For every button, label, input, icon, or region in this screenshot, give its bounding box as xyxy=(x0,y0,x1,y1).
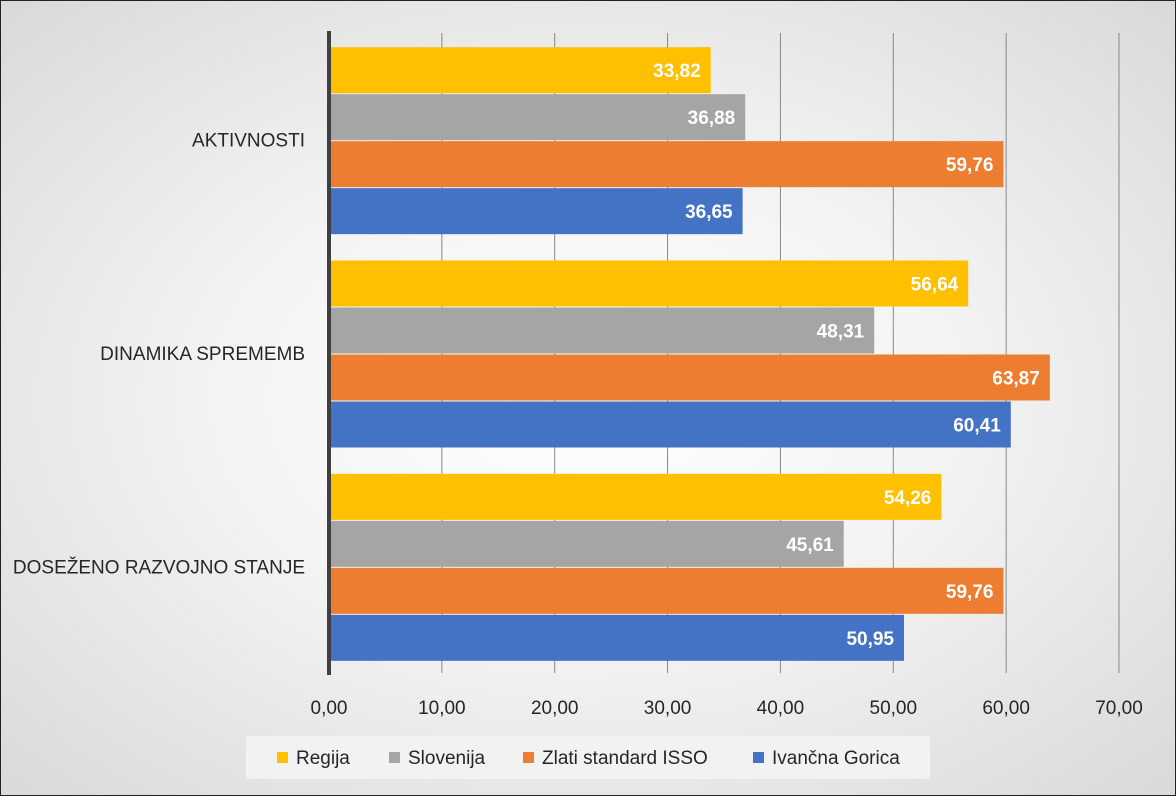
category-label-dosezeno-razvojno-stanje: DOSEŽENO RAZVOJNO STANJE xyxy=(13,556,305,578)
bar-ivancna-gorica-dosezeno-razvojno-stanje xyxy=(329,614,905,661)
x-tick-label: 0,00 xyxy=(311,698,348,719)
legend-swatch-ivancna-gorica xyxy=(753,752,764,763)
legend-swatch-slovenija xyxy=(389,752,400,763)
data-label: 59,76 xyxy=(946,582,994,603)
bar-zlati-standard-isso-dosezeno-razvojno-stanje xyxy=(329,567,1004,614)
legend-label-slovenija: Slovenija xyxy=(408,748,486,769)
data-label: 60,41 xyxy=(953,416,1001,437)
x-tick-label: 60,00 xyxy=(982,698,1030,719)
bar-regija-dosezeno-razvojno-stanje xyxy=(329,473,942,520)
x-tick-label: 50,00 xyxy=(870,698,918,719)
bar-slovenija-dosezeno-razvojno-stanje xyxy=(329,520,844,567)
legend-box xyxy=(246,736,930,779)
data-label: 56,64 xyxy=(911,275,959,296)
bar-slovenija-dinamika-sprememb xyxy=(329,307,875,354)
data-label: 45,61 xyxy=(786,535,834,556)
category-label-dinamika-sprememb: DINAMIKA SPREMEMB xyxy=(100,344,305,365)
x-tick-label: 30,00 xyxy=(644,698,692,719)
x-tick-label: 70,00 xyxy=(1095,698,1143,719)
bar-ivancna-gorica-dinamika-sprememb xyxy=(329,401,1011,448)
data-label: 54,26 xyxy=(884,488,932,509)
x-tick-label: 10,00 xyxy=(418,698,466,719)
legend-label-zlati-standard-isso: Zlati standard ISSO xyxy=(542,748,708,769)
legend-swatch-regija xyxy=(277,752,288,763)
bar-slovenija-aktivnosti xyxy=(329,94,746,141)
category-label-aktivnosti: AKTIVNOSTI xyxy=(192,131,305,152)
bar-ivancna-gorica-aktivnosti xyxy=(329,188,743,235)
legend-label-ivancna-gorica: Ivančna Gorica xyxy=(772,748,900,769)
data-label: 36,65 xyxy=(685,202,733,223)
legend-swatch-zlati-standard-isso xyxy=(523,752,534,763)
data-label: 33,82 xyxy=(653,61,701,82)
bar-series xyxy=(327,31,1050,675)
data-label: 63,87 xyxy=(992,369,1040,390)
bar-regija-aktivnosti xyxy=(329,47,711,94)
legend-label-regija: Regija xyxy=(296,748,350,769)
legend: Regija Slovenija Zlati standard ISSO Ivančn… xyxy=(246,736,930,779)
data-label: 36,88 xyxy=(688,108,736,129)
x-tick-label: 20,00 xyxy=(531,698,579,719)
category-labels: AKTIVNOSTI DINAMIKA SPREMEMB DOSEŽENO RAZV… xyxy=(13,131,305,579)
bar-regija-dinamika-sprememb xyxy=(329,260,969,307)
data-label: 48,31 xyxy=(817,322,865,343)
data-label: 50,95 xyxy=(846,629,894,650)
data-label: 59,76 xyxy=(946,155,994,176)
bar-zlati-standard-isso-aktivnosti xyxy=(329,141,1004,188)
data-labels: 33,82 36,88 59,76 36,65 56,64 48,31 63,87 60,41… xyxy=(653,61,1040,650)
bar-zlati-standard-isso-dinamika-sprememb xyxy=(329,354,1050,401)
x-axis-ticks: 0,00 10,00 20,00 30,00 40,00 50,00 60,00 70,00 xyxy=(311,698,1143,719)
x-tick-label: 40,00 xyxy=(757,698,805,719)
